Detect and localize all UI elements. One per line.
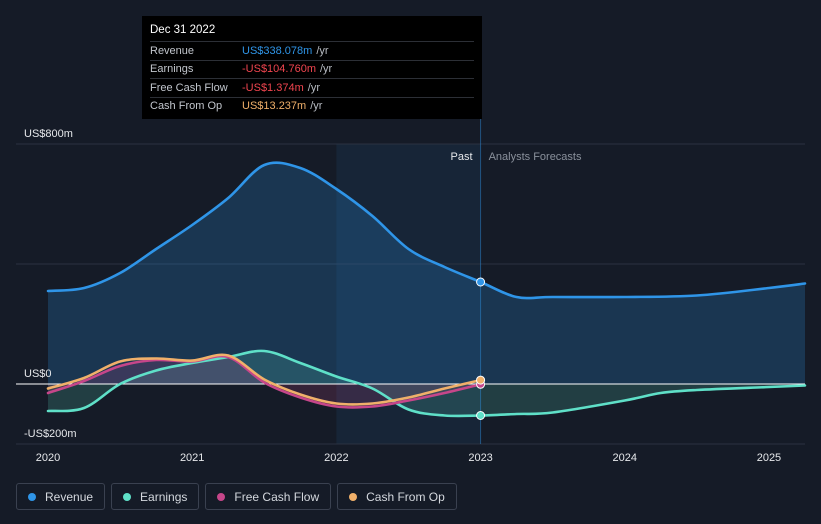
y-tick-label: -US$200m xyxy=(24,428,77,440)
tooltip-unit: /yr xyxy=(320,63,333,76)
tooltip-row-free-cash-flow: Free Cash Flow -US$1.374m /yr xyxy=(150,78,474,97)
tooltip-label: Free Cash Flow xyxy=(150,81,228,94)
x-tick-label: 2023 xyxy=(468,452,492,464)
tooltip-value: US$338.078m xyxy=(242,44,313,57)
revenue-line xyxy=(46,161,807,300)
legend: Revenue Earnings Free Cash Flow Cash Fro… xyxy=(16,483,457,510)
cash-from-op-dot-icon xyxy=(349,492,358,501)
tooltip-row-earnings: Earnings -US$104.760m /yr xyxy=(150,59,474,79)
legend-label: Free Cash Flow xyxy=(234,489,320,504)
x-tick-label: 2021 xyxy=(180,452,204,464)
revenue-point xyxy=(476,277,486,287)
legend-label: Cash From Op xyxy=(366,489,445,504)
legend-item-earnings[interactable]: Earnings xyxy=(111,483,200,510)
revenue-dot-icon xyxy=(28,492,36,501)
y-tick-label: US$0 xyxy=(24,368,52,380)
earnings-point xyxy=(476,411,486,420)
x-axis: 2020 2021 2022 2023 2024 2025 xyxy=(36,452,781,464)
forecast-label: Analysts Forecasts xyxy=(489,151,582,163)
legend-item-cash-from-op[interactable]: Cash From Op xyxy=(337,483,457,510)
legend-item-free-cash-flow[interactable]: Free Cash Flow xyxy=(205,483,332,510)
y-axis: US$800m US$0 -US$200m xyxy=(24,128,77,440)
x-tick-label: 2024 xyxy=(613,452,637,464)
gridlines xyxy=(16,143,805,445)
tooltip-label: Cash From Op xyxy=(150,100,223,113)
tooltip-date: Dec 31 2022 xyxy=(150,24,216,36)
y-tick-label: US$800m xyxy=(24,128,73,140)
tooltip-unit: /yr xyxy=(310,100,323,113)
tooltip-row-revenue: Revenue US$338.078m /yr xyxy=(150,41,474,60)
legend-label: Earnings xyxy=(140,489,188,504)
tooltip-row-cash-from-op: Cash From Op US$13.237m /yr xyxy=(150,96,474,116)
tooltip: Dec 31 2022 Revenue US$338.078m /yr Earn… xyxy=(142,16,482,119)
past-label: Past xyxy=(451,151,473,163)
legend-item-revenue[interactable]: Revenue xyxy=(16,483,106,510)
earnings-area xyxy=(48,350,805,417)
tooltip-label: Revenue xyxy=(150,44,195,57)
tooltip-unit: /yr xyxy=(307,81,320,94)
free-cash-flow-dot-icon xyxy=(217,492,226,501)
cash-from-op-line xyxy=(46,353,482,406)
tooltip-value: -US$104.760m xyxy=(242,63,316,76)
x-tick-label: 2022 xyxy=(324,452,348,464)
legend-label: Revenue xyxy=(45,489,94,504)
x-tick-label: 2025 xyxy=(757,452,781,464)
cash-from-op-point xyxy=(476,375,486,385)
earnings-dot-icon xyxy=(123,492,132,501)
series-areas xyxy=(48,162,805,417)
free-cash-flow-line xyxy=(46,354,482,409)
free-cash-flow-area xyxy=(48,356,481,408)
revenue-area xyxy=(48,162,805,384)
tooltip-label: Earnings xyxy=(150,63,194,76)
forecast-highlight-band xyxy=(336,144,481,444)
x-tick-label: 2020 xyxy=(36,452,60,464)
tooltip-value: US$13.237m xyxy=(242,100,307,113)
series-lines xyxy=(46,161,807,418)
series-markers xyxy=(476,277,486,420)
tooltip-value: -US$1.374m xyxy=(242,81,304,94)
tooltip-unit: /yr xyxy=(316,44,329,57)
